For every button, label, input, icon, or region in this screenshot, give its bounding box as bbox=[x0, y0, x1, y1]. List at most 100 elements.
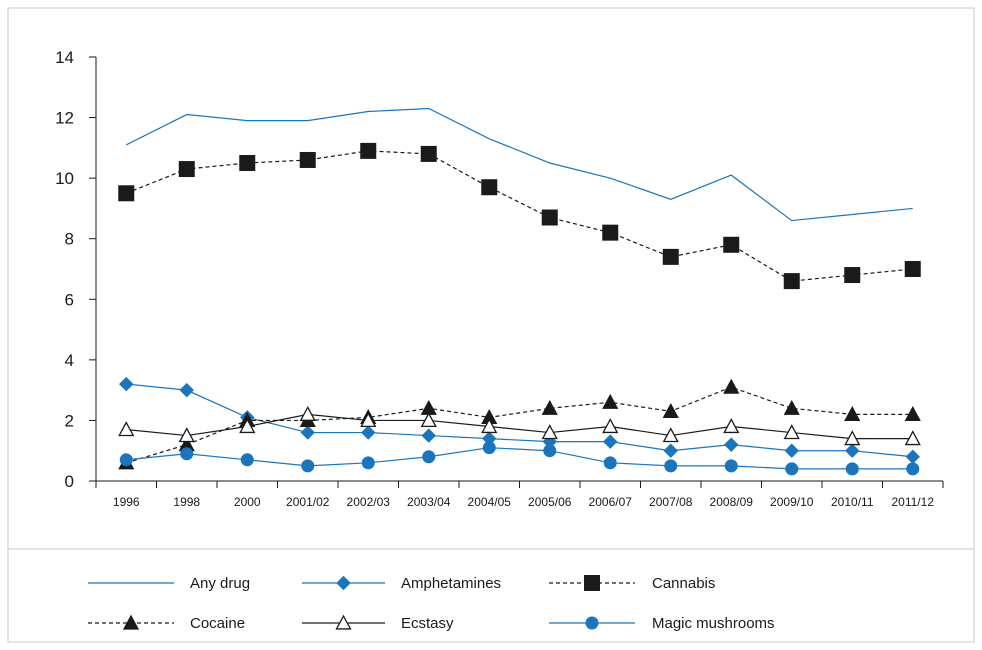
y-tick-label: 6 bbox=[65, 290, 74, 309]
legend-label: Amphetamines bbox=[401, 575, 501, 592]
data-point-magic-mushrooms bbox=[724, 459, 738, 473]
legend-swatch-marker bbox=[584, 575, 600, 591]
data-point-magic-mushrooms bbox=[785, 462, 799, 476]
series-line-cannabis bbox=[126, 150, 913, 282]
data-point-amphetamines bbox=[845, 443, 860, 458]
data-point-amphetamines bbox=[724, 437, 739, 452]
y-axis-ticks: 0 2 4 6 8 10 12 14 bbox=[55, 48, 96, 491]
chart-border bbox=[7, 7, 975, 643]
data-point-ecstasy bbox=[299, 406, 316, 421]
series-cannabis bbox=[118, 142, 921, 290]
x-tick-label: 2009/10 bbox=[770, 495, 814, 509]
x-tick-label: 2011/12 bbox=[892, 495, 935, 509]
data-point-amphetamines bbox=[784, 443, 799, 458]
x-tick-label: 2010/11 bbox=[831, 495, 874, 509]
legend-label: Cannabis bbox=[652, 575, 715, 592]
legend-label: Any drug bbox=[190, 575, 250, 592]
y-tick-label: 4 bbox=[65, 351, 74, 370]
x-tick-label: 2008/09 bbox=[710, 495, 754, 509]
data-point-ecstasy bbox=[844, 430, 861, 446]
data-point-cannabis bbox=[602, 224, 619, 241]
data-point-magic-mushrooms bbox=[119, 453, 133, 467]
x-tick-label: 2005/06 bbox=[528, 495, 572, 509]
legend-label: Ecstasy bbox=[401, 615, 454, 632]
data-point-cocaine bbox=[662, 402, 679, 418]
data-point-magic-mushrooms bbox=[906, 462, 920, 476]
plot-area: 0 2 4 6 8 10 12 14 1996 1998 2000 2001/02 2002/03 20… bbox=[55, 48, 944, 509]
data-point-magic-mushrooms bbox=[301, 459, 315, 473]
data-point-ecstasy bbox=[360, 412, 377, 428]
data-point-magic-mushrooms bbox=[603, 456, 617, 470]
data-point-ecstasy bbox=[723, 418, 740, 434]
data-point-cocaine bbox=[723, 378, 740, 394]
legend-swatch-marker bbox=[336, 575, 351, 591]
data-point-amphetamines bbox=[119, 376, 134, 392]
y-tick-label: 14 bbox=[55, 48, 74, 67]
series-layer bbox=[118, 107, 921, 476]
x-tick-label: 2006/07 bbox=[589, 495, 633, 509]
legend: Any drug Amphetamines Cannabis Cocaine Ecsta… bbox=[88, 575, 775, 632]
legend-item-any-drug: Any drug bbox=[88, 575, 250, 592]
legend-swatch-marker bbox=[122, 614, 140, 630]
legend-swatch-marker bbox=[585, 616, 599, 630]
data-point-cocaine bbox=[904, 406, 921, 421]
legend-item-cannabis: Cannabis bbox=[549, 575, 715, 592]
data-point-ecstasy bbox=[239, 418, 256, 434]
legend-swatch-marker bbox=[335, 614, 352, 630]
data-point-cocaine bbox=[844, 406, 861, 421]
x-tick-label: 2003/04 bbox=[407, 495, 451, 509]
data-point-cannabis bbox=[178, 161, 195, 178]
legend-label: Cocaine bbox=[190, 615, 245, 632]
data-point-magic-mushrooms bbox=[543, 444, 557, 458]
data-point-ecstasy bbox=[481, 418, 498, 434]
x-tick-label: 2007/08 bbox=[649, 495, 693, 509]
data-point-magic-mushrooms bbox=[180, 447, 194, 461]
y-tick-label: 10 bbox=[55, 169, 74, 188]
data-point-magic-mushrooms bbox=[845, 462, 859, 476]
data-point-amphetamines bbox=[603, 434, 618, 449]
data-point-cannabis bbox=[420, 145, 437, 162]
series-any-drug bbox=[125, 107, 913, 222]
y-tick-label: 8 bbox=[65, 230, 74, 249]
data-point-amphetamines bbox=[179, 382, 194, 398]
data-point-ecstasy bbox=[904, 430, 921, 446]
data-point-cannabis bbox=[904, 261, 921, 277]
data-point-amphetamines bbox=[421, 428, 436, 443]
series-line-ecstasy bbox=[126, 413, 913, 440]
data-point-ecstasy bbox=[118, 421, 135, 437]
y-tick-label: 0 bbox=[65, 472, 74, 491]
data-point-amphetamines bbox=[361, 425, 376, 440]
series-line-amphetamines bbox=[126, 383, 913, 458]
data-point-magic-mushrooms bbox=[422, 450, 436, 464]
series-ecstasy bbox=[118, 406, 921, 446]
series-line-any-drug bbox=[125, 107, 913, 222]
data-point-cannabis bbox=[662, 248, 679, 265]
series-line-magic-mushrooms bbox=[126, 447, 913, 470]
legend-item-ecstasy: Ecstasy bbox=[302, 614, 454, 632]
data-point-amphetamines bbox=[663, 443, 678, 458]
data-point-ecstasy bbox=[662, 427, 679, 443]
data-point-ecstasy bbox=[783, 424, 800, 440]
data-point-magic-mushrooms bbox=[361, 456, 375, 470]
data-point-cocaine bbox=[783, 399, 800, 415]
data-point-amphetamines bbox=[300, 425, 315, 440]
data-point-ecstasy bbox=[602, 418, 619, 434]
data-point-cannabis bbox=[360, 142, 377, 159]
legend-item-magic-mushrooms: Magic mushrooms bbox=[549, 615, 775, 632]
data-point-magic-mushrooms bbox=[664, 459, 678, 473]
data-point-cannabis bbox=[783, 273, 800, 290]
x-axis-ticks: 1996 1998 2000 2001/02 2002/03 2003/04 2004/05… bbox=[95, 481, 944, 509]
x-tick-label: 1998 bbox=[173, 495, 200, 509]
data-point-ecstasy bbox=[541, 424, 558, 440]
data-point-cannabis bbox=[299, 151, 316, 168]
data-point-cannabis bbox=[118, 185, 135, 202]
legend-item-amphetamines: Amphetamines bbox=[302, 575, 501, 592]
data-point-ecstasy bbox=[420, 412, 437, 428]
data-point-cannabis bbox=[481, 179, 498, 196]
y-tick-label: 2 bbox=[65, 411, 74, 430]
data-point-cocaine bbox=[541, 399, 558, 415]
series-magic-mushrooms bbox=[119, 441, 920, 476]
series-line-cocaine bbox=[126, 386, 913, 464]
data-point-cannabis bbox=[239, 155, 256, 171]
